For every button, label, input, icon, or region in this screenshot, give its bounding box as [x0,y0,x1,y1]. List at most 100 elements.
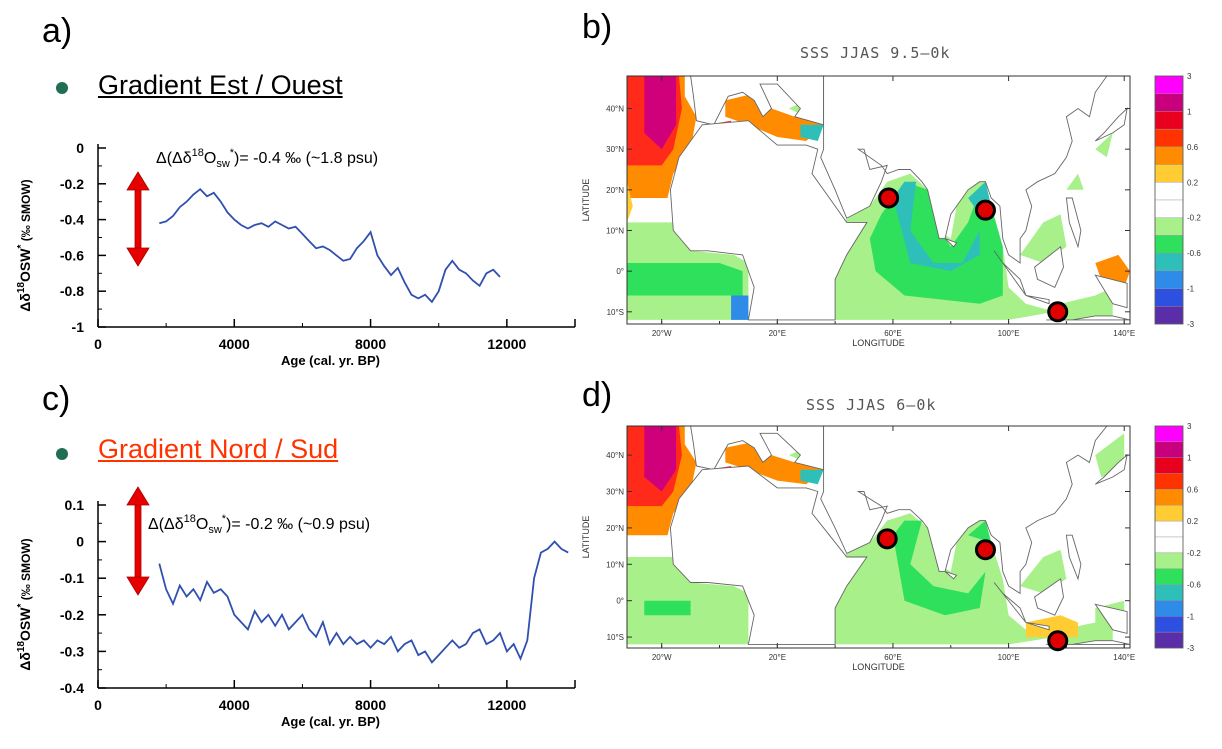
y-tick-label: -0.3 [60,643,84,659]
y-tick-label: -0.4 [60,212,84,228]
lon-tick-label: 20°W [652,653,672,662]
coastline-europe [690,75,825,126]
lat-tick-label: 10°S [607,633,624,642]
colorbar-swatch [1154,505,1184,522]
coastline-europe [690,425,825,471]
coastline-sri-lanka [944,571,958,580]
colorbar-swatch [1154,616,1184,633]
y-tick-label: -0.1 [60,570,84,586]
anomaly-region [800,124,824,141]
panel-letter-a: a) [42,12,73,50]
anomaly-region [731,295,749,320]
colorbar-swatch [1154,270,1184,289]
colorbar-label: -1 [1187,285,1195,294]
lat-tick-label: 0° [616,597,624,606]
colorbar-swatch [1154,75,1184,94]
anomaly-region [800,469,824,485]
colorbar-label: 0.6 [1187,143,1199,152]
anomaly-region [725,440,824,485]
map-title-b: SSS JJAS 9.5—0k [800,44,951,62]
core-site-marker [1047,630,1069,652]
colorbar-swatch [1154,552,1184,569]
lon-tick-label: 20°E [769,653,786,662]
anomaly-region [893,520,986,616]
colorbar-label: 1 [1187,454,1192,463]
anomaly-region [627,181,633,223]
core-site-marker [974,199,996,221]
colorbar-label: 3 [1187,72,1192,81]
coastline-africa [669,465,868,645]
colorbar-label: -3 [1187,320,1195,329]
y-tick-label: -0.8 [60,283,84,299]
colorbar-swatch [1154,235,1184,254]
colorbar-frame [1154,75,1184,325]
x-tick-label: 0 [94,336,102,352]
coastline-asia [820,425,1108,595]
colorbar-swatch [1154,252,1184,272]
series-line [158,540,569,664]
colorbar-frame [1154,425,1184,649]
coastline-asia [820,75,1108,264]
colorbar-swatch [1154,536,1184,554]
colorbar-label: 3 [1187,422,1192,431]
coastline-australia [1046,640,1131,645]
series-line [159,187,501,304]
lat-tick-label: 10°N [606,226,624,235]
lat-axis-label: LATITUDE [581,179,591,222]
range-arrow-head-down [126,576,150,596]
anomaly-region [644,600,691,616]
colorbar-swatch [1154,600,1184,617]
colorbar-label: 1 [1187,107,1192,116]
coastline-new-guinea [1094,274,1128,309]
y-tick-label: -0.2 [60,607,84,623]
anomaly-region [1066,173,1084,190]
lon-tick-label: 60°E [884,329,901,338]
x-tick-label: 8000 [355,336,386,352]
lat-tick-label: 40°N [606,105,624,114]
colorbar-swatch [1154,441,1184,458]
colorbar-swatch [1154,457,1184,474]
lon-tick-label: 20°W [652,329,672,338]
colorbar-swatch [1154,217,1184,236]
lat-tick-label: 30°N [606,488,624,497]
map-frame [626,75,1131,325]
colorbar-label: -0.6 [1187,581,1201,590]
lat-tick-label: 10°S [607,308,624,317]
y-tick-label: -1 [72,319,85,335]
y-tick-label: 0.1 [65,497,85,513]
coastline-java [1025,295,1050,305]
coastline-sumatra [993,582,1027,623]
core-site-marker [1047,301,1069,323]
coastline-java [1025,622,1050,631]
lat-axis-label: LATITUDE [581,516,591,559]
y-tick-label: -0.4 [60,680,84,696]
lon-axis-label: LONGITUDE [852,662,905,672]
lat-tick-label: 20°N [606,186,624,195]
colorbar-swatch [1154,128,1184,148]
anomaly-region [1025,615,1078,638]
colorbar-label: -0.2 [1187,549,1201,558]
colorbar-swatch [1154,146,1184,165]
bullet-a [56,82,68,94]
colorbar-label: -0.6 [1187,249,1201,258]
x-tick-label: 12000 [487,336,526,352]
colorbar-label: 0.2 [1187,178,1199,187]
colorbar-swatch [1154,631,1184,649]
anomaly-region [644,426,677,492]
y-tick-label: 0 [76,534,84,550]
coastline-africa [669,120,868,321]
coastline-philippines [1065,534,1082,581]
coastline-sumatra [993,250,1027,296]
coastline-philippines [1065,197,1082,249]
bullet-c [56,448,68,460]
y-tick-label: -0.2 [60,176,84,192]
lat-tick-label: 40°N [606,451,624,460]
x-tick-label: 8000 [355,697,386,713]
anomaly-region [627,263,743,296]
core-site-marker [876,528,898,550]
map-title-d: SSS JJAS 6—0k [806,396,937,414]
y-tick-label: -0.6 [60,247,84,263]
y-axis-label: Δδ18OSW* (‰ SMOW) [16,538,33,670]
core-site-marker [878,187,900,209]
lon-tick-label: 140°E [1113,329,1135,338]
